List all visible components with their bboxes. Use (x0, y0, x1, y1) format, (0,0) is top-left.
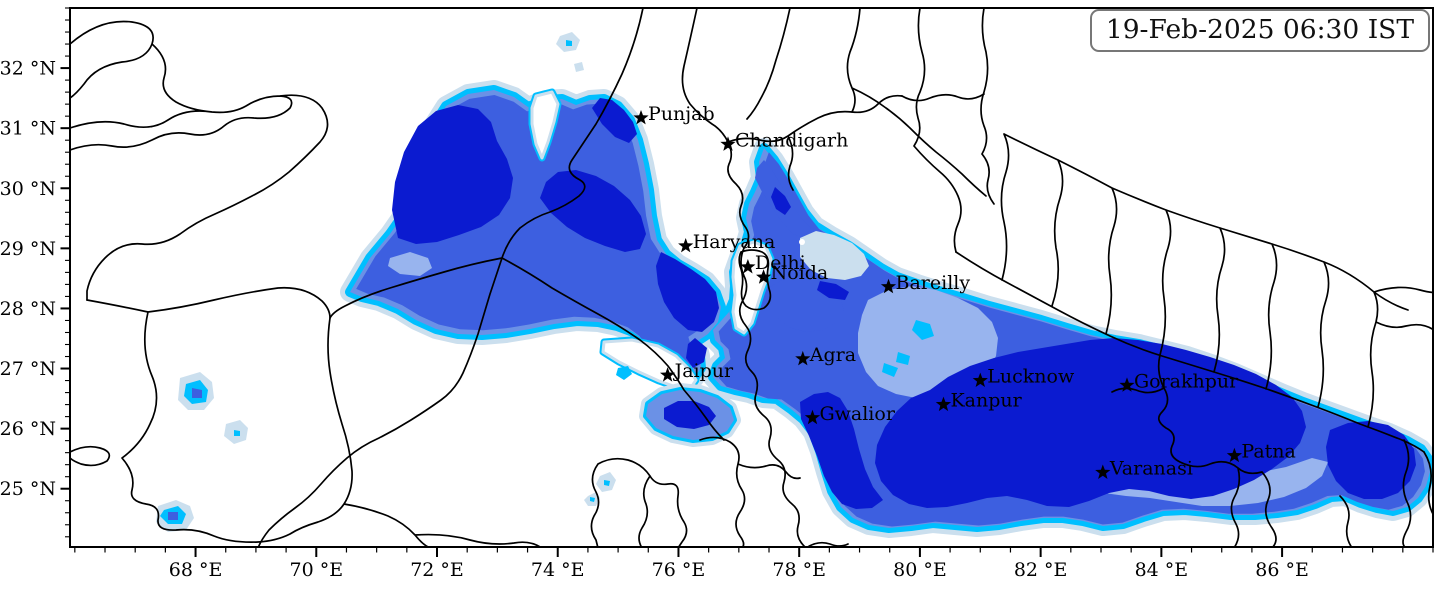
fog-pale-noida-patch (800, 231, 869, 280)
y-tick-label: 25 °N (0, 478, 56, 500)
fog-dark-nw-band (540, 170, 646, 252)
city-label: Kanpur (950, 390, 1022, 412)
city-label: Gwalior (819, 403, 895, 425)
x-axis: 68 °E 70 °E 72 °E 74 °E 76 °E 78 °E 80 °E 82 °E… (74, 547, 1434, 581)
city-label: Delhi (755, 252, 806, 274)
y-tick-label: 29 °N (0, 238, 56, 260)
city-label: Bareilly (896, 272, 971, 294)
city-marker: Patna (1226, 441, 1296, 463)
fog-dark-haryana-s (686, 338, 707, 368)
x-tick-label: 74 °E (531, 559, 585, 581)
y-tick-label: 28 °N (0, 298, 56, 320)
city-label: Lucknow (987, 366, 1075, 388)
admin-boundaries (70, 8, 1433, 547)
city-marker: Kanpur (935, 390, 1023, 412)
city-marker: Bareilly (880, 272, 971, 294)
city-label: Punjab (648, 103, 715, 125)
x-tick-label: 82 °E (1014, 559, 1068, 581)
city-star-icon (935, 396, 952, 412)
city-label: Jaipur (673, 360, 734, 382)
y-tick-label: 26 °N (0, 418, 56, 440)
fog-dark-nw-top (592, 98, 637, 143)
city-marker: Jaipur (660, 360, 734, 382)
y-tick-label: 32 °N (0, 58, 56, 80)
boundary-sindh-coast (70, 286, 542, 547)
fog-light-lobe-2 (388, 252, 432, 276)
fog-dark-noida (817, 281, 849, 300)
city-marker: Varanasi (1095, 457, 1193, 479)
boundary-nepal (955, 133, 1433, 453)
white-speck (799, 239, 805, 245)
city-star-icon (756, 269, 772, 284)
fog-isolated-blobs (156, 32, 805, 532)
fog-dark-haryana (656, 252, 719, 332)
city-label: Noida (771, 262, 829, 284)
city-star-icon (678, 238, 694, 253)
city-star-icon (804, 409, 821, 425)
plot-border (69, 7, 1434, 548)
x-tick-label: 86 °E (1255, 559, 1309, 581)
city-star-icon (1095, 464, 1111, 479)
boundary-uttarakhand (846, 8, 995, 253)
city-star-icon (740, 259, 756, 274)
boundary-bihar-east (1111, 354, 1433, 547)
fog-dark-far-east (1326, 421, 1416, 499)
city-marker: Punjab (633, 103, 715, 125)
city-marker: Gorakhpur (1119, 370, 1239, 392)
city-marker: Lucknow (972, 366, 1075, 388)
x-tick-label: 84 °E (1135, 559, 1189, 581)
x-tick-label: 80 °E (893, 559, 947, 581)
city-label: Patna (1241, 441, 1295, 463)
y-tick-label: 31 °N (0, 118, 56, 140)
x-tick-label: 78 °E (772, 559, 826, 581)
city-marker: Gwalior (804, 403, 896, 425)
x-tick-label: 76 °E (652, 559, 706, 581)
boundary-delhi-yamuna (501, 247, 807, 547)
city-star-icon (720, 136, 736, 151)
fog-dark-tongue (771, 187, 791, 215)
x-tick-label: 70 °E (289, 559, 343, 581)
fog-dark-gwalior-arm (800, 392, 883, 509)
city-star-icon (972, 372, 988, 387)
city-marker: Noida (756, 262, 828, 284)
city-marker: Chandigarh (720, 129, 848, 151)
y-tick-label: 30 °N (0, 178, 56, 200)
city-star-icon (795, 350, 811, 366)
city-star-icon (660, 367, 676, 382)
city-label: Gorakhpur (1134, 370, 1239, 392)
city-marker: Delhi (740, 252, 806, 274)
boundary-mp-cells (590, 436, 849, 547)
boundary-indopak (257, 8, 644, 547)
y-tick-label: 27 °N (0, 358, 56, 380)
fog-cyan-spot-2 (896, 352, 910, 365)
y-axis: 32 °N 31 °N 30 °N 29 °N 28 °N 27 °N 26 °N 25 °N (0, 7, 70, 538)
city-marker: Haryana (678, 231, 775, 253)
city-star-icon (1226, 447, 1242, 463)
fog-cyan-spot-1 (912, 320, 934, 340)
fog-cyan-spot-3 (882, 363, 898, 377)
city-star-icon (880, 278, 897, 294)
timestamp-badge: 19-Feb-2025 06:30 IST (1089, 9, 1430, 53)
x-tick-label: 68 °E (169, 559, 223, 581)
fog-dark-nw-core (392, 105, 513, 244)
city-label: Varanasi (1109, 457, 1193, 479)
boundary-pakistan-nw (70, 20, 329, 301)
city-star-icon (1119, 377, 1135, 392)
city-label: Chandigarh (735, 129, 848, 151)
city-star-icon (633, 110, 649, 125)
boundary-punjab-himachal (681, 8, 903, 249)
city-label: Haryana (693, 231, 776, 253)
fog-contours (156, 32, 1430, 532)
city-marker: Agra (795, 344, 856, 366)
city-label: Agra (809, 344, 856, 366)
x-tick-label: 72 °E (410, 559, 464, 581)
